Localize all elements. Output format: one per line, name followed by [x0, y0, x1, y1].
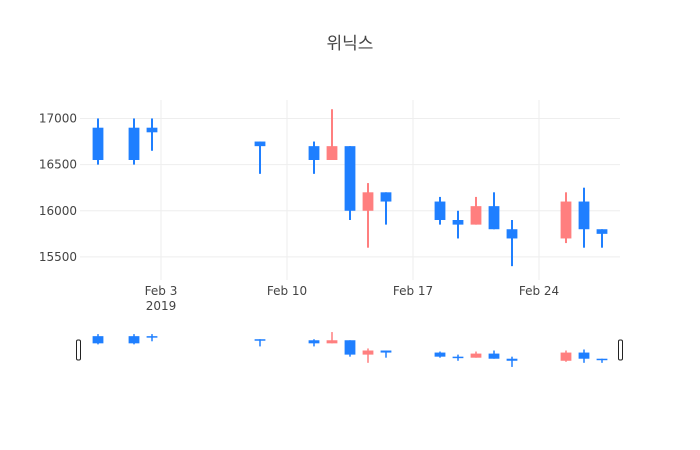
candle-decreasing	[488, 192, 500, 230]
slider-candle	[326, 332, 338, 344]
slider-candle-body	[488, 353, 500, 359]
slider-candle	[308, 339, 320, 347]
candle-body	[488, 206, 500, 230]
x-tick-label: Feb 3	[145, 284, 178, 298]
chart-title: 위닉스	[327, 34, 374, 54]
candle-decreasing	[344, 146, 356, 220]
y-tick-label: 17000	[39, 111, 77, 125]
candle-increasing	[326, 109, 338, 160]
y-tick-label: 16500	[39, 158, 77, 172]
slider-candle	[488, 350, 500, 359]
slider-candle-body	[596, 358, 608, 361]
candle-decreasing	[254, 141, 266, 174]
slider-candle	[578, 349, 590, 363]
candle-body	[254, 141, 266, 147]
candle-body	[326, 146, 338, 160]
range-slider-right-handle[interactable]	[618, 339, 623, 361]
slider-candle-body	[578, 352, 590, 359]
candle-body	[92, 127, 104, 160]
candle-body	[128, 127, 140, 160]
slider-candle	[470, 351, 482, 358]
candle-body	[344, 146, 356, 211]
slider-candle-body	[128, 336, 140, 344]
y-tick-label: 16000	[39, 204, 77, 218]
slider-candle-body	[470, 353, 482, 358]
candle-decreasing	[92, 118, 104, 165]
candle-body	[146, 127, 158, 133]
candle-body	[470, 206, 482, 225]
slider-candle-body	[146, 336, 158, 338]
slider-candle-body	[254, 339, 266, 341]
candle-decreasing	[452, 210, 464, 239]
slider-candle	[596, 358, 608, 363]
candle-decreasing	[380, 192, 392, 225]
slider-candle	[560, 350, 572, 362]
range-slider-left-handle[interactable]	[76, 339, 81, 361]
x-tick-label: Feb 17	[393, 284, 433, 298]
slider-candle	[128, 334, 140, 345]
candle-body	[506, 229, 518, 239]
range-slider[interactable]	[76, 332, 623, 367]
candle-decreasing	[128, 118, 140, 165]
slider-candle	[344, 340, 356, 357]
slider-candle	[92, 334, 104, 345]
slider-candle-body	[434, 352, 446, 357]
slider-candle-body	[344, 340, 356, 355]
slider-candle-body	[506, 358, 518, 361]
slider-candle	[452, 354, 464, 361]
slider-candle-body	[380, 350, 392, 353]
candle-decreasing	[596, 229, 608, 248]
candle-body	[362, 192, 374, 211]
slider-candle-body	[560, 352, 572, 361]
candle-body	[578, 201, 590, 230]
candle-body	[560, 201, 572, 239]
candle-decreasing	[308, 141, 320, 174]
slider-candle	[380, 350, 392, 358]
candle-decreasing	[434, 196, 446, 225]
candle-body	[452, 220, 464, 225]
candle-decreasing	[146, 118, 158, 151]
candle-increasing	[560, 192, 572, 244]
candle-body	[596, 229, 608, 234]
y-tick-label: 15500	[39, 250, 77, 264]
slider-candle	[506, 356, 518, 367]
slider-candle-body	[452, 356, 464, 359]
slider-candle	[254, 339, 266, 347]
slider-candle-body	[362, 350, 374, 355]
slider-candle-body	[326, 340, 338, 344]
slider-candle-body	[92, 336, 104, 344]
slider-candle	[434, 351, 446, 358]
candle-decreasing	[506, 220, 518, 267]
x-tick-label: Feb 24	[519, 284, 559, 298]
x-tick-label: Feb 10	[267, 284, 307, 298]
candle-body	[380, 192, 392, 202]
candle-increasing	[470, 196, 482, 225]
candle-layer	[92, 109, 608, 267]
candle-body	[434, 201, 446, 220]
slider-candle-body	[308, 340, 320, 344]
candle-decreasing	[578, 187, 590, 248]
candle-body	[308, 146, 320, 160]
slider-candle	[146, 334, 158, 342]
candle-increasing	[362, 183, 374, 248]
x-tick-year-label: 2019	[146, 299, 177, 313]
slider-candle	[362, 348, 374, 363]
